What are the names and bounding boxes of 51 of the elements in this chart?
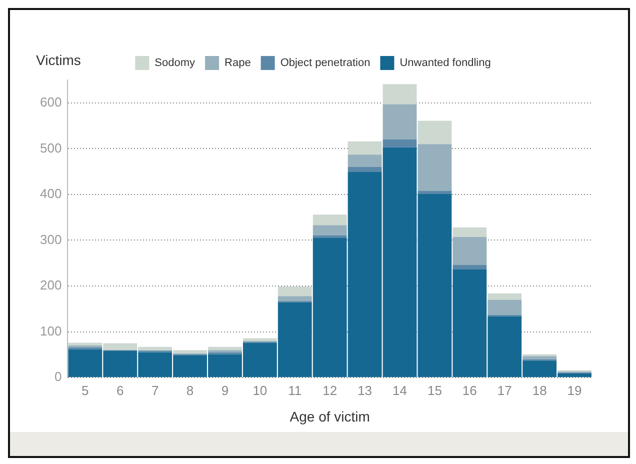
x-tick-label: 15 — [427, 382, 442, 398]
x-tick-label: 13 — [358, 382, 372, 398]
bar — [348, 166, 382, 172]
y-tick-label: 400 — [40, 186, 62, 202]
bar — [452, 237, 487, 265]
y-tick-label: 500 — [40, 140, 62, 156]
x-tick-label: 19 — [567, 382, 582, 398]
legend-label: Unwanted fondling — [400, 57, 491, 70]
bar — [348, 154, 382, 167]
y-tick-label: 600 — [40, 94, 62, 110]
legend-label: Rape — [224, 57, 251, 70]
bar — [382, 84, 417, 104]
bar — [418, 120, 452, 144]
x-tick-label: 18 — [532, 382, 547, 398]
bar — [488, 293, 522, 300]
y-tick-label: 0 — [54, 369, 62, 384]
bar — [382, 104, 417, 140]
x-tick-label: 10 — [252, 382, 268, 398]
x-tick-label: 8 — [186, 382, 194, 398]
x-tick-label: 17 — [497, 382, 512, 398]
y-tick-label: 300 — [40, 232, 62, 247]
legend-label: Sodomy — [154, 57, 196, 70]
bar — [312, 225, 347, 236]
y-tick-label: 100 — [40, 323, 62, 338]
bar — [452, 227, 487, 238]
bar — [418, 190, 452, 194]
x-tick-label: 7 — [151, 382, 159, 398]
y-tick-label: 200 — [40, 278, 62, 293]
legend-label: Object penetration — [280, 57, 370, 70]
bar — [488, 300, 522, 315]
bar — [382, 140, 417, 148]
bar — [242, 338, 277, 341]
x-tick-label: 6 — [116, 382, 124, 398]
y-axis-title: Victims — [36, 52, 81, 68]
bar — [278, 286, 312, 296]
bar — [173, 350, 207, 354]
bar — [348, 141, 382, 155]
bar — [278, 296, 312, 302]
bar — [452, 264, 487, 270]
x-tick-label: 11 — [288, 382, 302, 398]
x-tick-label: 16 — [462, 382, 477, 398]
x-tick-label: 5 — [82, 382, 89, 398]
x-tick-label: 9 — [221, 382, 229, 398]
bar — [312, 214, 347, 226]
bar — [418, 144, 452, 191]
x-axis-title: Age of victim — [290, 408, 370, 424]
bar — [522, 356, 557, 360]
bar — [208, 346, 242, 350]
x-tick-label: 14 — [392, 382, 407, 398]
x-tick-label: 12 — [322, 382, 338, 398]
bar — [312, 235, 347, 238]
